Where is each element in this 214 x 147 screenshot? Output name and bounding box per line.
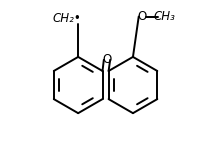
Text: CH₂•: CH₂• <box>52 12 81 25</box>
Text: O: O <box>102 53 112 66</box>
Text: CH₃: CH₃ <box>153 10 175 23</box>
Text: O: O <box>138 10 147 23</box>
